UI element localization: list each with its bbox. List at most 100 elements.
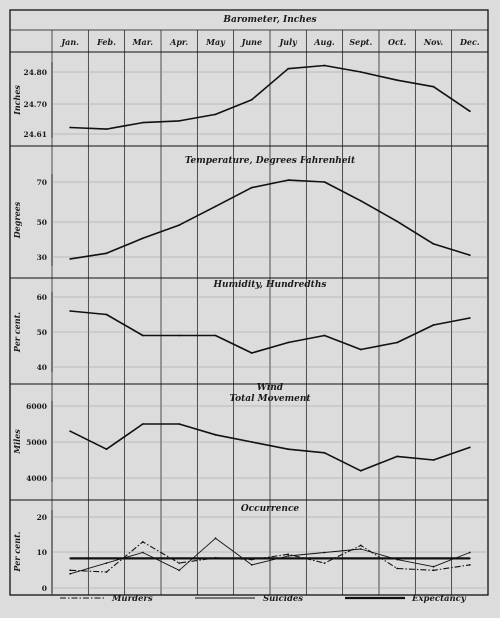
data-point bbox=[214, 113, 217, 116]
month-label-10: Oct. bbox=[388, 37, 407, 47]
y-axis-label-4: Miles bbox=[12, 429, 22, 455]
y-tick-label: 10 bbox=[37, 548, 47, 557]
y-tick-label: 4000 bbox=[26, 474, 47, 483]
data-point bbox=[359, 469, 362, 472]
y-axis-label-2: Degrees bbox=[12, 201, 22, 239]
data-point bbox=[105, 557, 108, 560]
data-point bbox=[250, 352, 253, 354]
data-point bbox=[468, 557, 471, 560]
data-point bbox=[178, 334, 181, 337]
data-point bbox=[396, 220, 399, 223]
data-point bbox=[105, 252, 108, 255]
data-point bbox=[178, 569, 181, 572]
data-point bbox=[214, 205, 217, 208]
data-point bbox=[287, 557, 290, 560]
data-point bbox=[250, 441, 253, 443]
legend-suicides-label: Suicides bbox=[263, 594, 303, 604]
data-point bbox=[250, 564, 253, 566]
data-point bbox=[69, 572, 72, 575]
data-point bbox=[432, 243, 435, 245]
data-point bbox=[214, 433, 217, 436]
data-point bbox=[432, 85, 435, 88]
data-point bbox=[141, 423, 144, 425]
y-tick-label: 6000 bbox=[26, 402, 47, 411]
data-point bbox=[105, 448, 108, 451]
y-tick-label: 50 bbox=[37, 218, 47, 227]
data-point bbox=[105, 571, 108, 573]
data-point bbox=[468, 254, 471, 256]
data-point bbox=[359, 348, 362, 351]
series-line-panel-3 bbox=[70, 310, 470, 354]
series-line-panel-1 bbox=[70, 64, 471, 130]
data-point bbox=[287, 448, 290, 451]
month-label-11: Nov. bbox=[423, 37, 443, 47]
y-axis-label-1: Inches bbox=[12, 85, 22, 116]
data-point bbox=[69, 557, 72, 560]
y-tick-label: 30 bbox=[37, 253, 47, 262]
panel-title-4: Wind bbox=[257, 383, 284, 393]
month-label-2: Feb. bbox=[96, 37, 116, 47]
data-point bbox=[69, 430, 72, 433]
series-line-murders bbox=[70, 541, 470, 573]
data-point bbox=[323, 562, 326, 564]
y-axis-label-3: Per cent. bbox=[12, 312, 22, 353]
y-tick-label: 50 bbox=[37, 328, 47, 337]
month-label-5: May bbox=[205, 37, 226, 47]
y-tick-label: 24.61 bbox=[24, 130, 48, 139]
data-point bbox=[396, 341, 399, 344]
data-point bbox=[359, 557, 362, 560]
data-point bbox=[432, 557, 435, 560]
series-line-panel-2 bbox=[70, 179, 471, 260]
data-point bbox=[287, 179, 290, 182]
data-point bbox=[287, 555, 290, 557]
data-point bbox=[178, 423, 181, 425]
data-point bbox=[69, 258, 72, 260]
panel-title-2: Temperature, Degrees Fahrenheit bbox=[185, 156, 356, 166]
data-point bbox=[178, 557, 181, 560]
data-point bbox=[141, 237, 144, 240]
month-label-4: Apr. bbox=[169, 37, 188, 47]
data-point bbox=[323, 181, 326, 183]
data-point bbox=[214, 557, 217, 560]
data-point bbox=[178, 224, 181, 227]
data-point bbox=[250, 557, 253, 560]
data-point bbox=[105, 562, 108, 564]
data-point bbox=[359, 548, 362, 550]
panel-title-5: Occurrence bbox=[241, 504, 300, 514]
data-point bbox=[432, 569, 435, 572]
data-point bbox=[69, 126, 72, 129]
data-point bbox=[69, 569, 72, 572]
data-point bbox=[141, 121, 144, 124]
y-tick-label: 60 bbox=[37, 293, 47, 302]
data-point bbox=[178, 120, 181, 122]
legend-expectancy-label: Expectancy bbox=[411, 594, 467, 604]
month-label-9: Sept. bbox=[349, 37, 372, 47]
data-point bbox=[287, 341, 290, 344]
data-point bbox=[468, 110, 471, 113]
data-point bbox=[468, 446, 471, 449]
month-label-12: Dec. bbox=[459, 37, 480, 47]
month-label-7: July bbox=[278, 37, 299, 47]
data-point bbox=[359, 199, 362, 202]
data-point bbox=[359, 71, 362, 73]
panel-subtitle-4: Total Movement bbox=[229, 394, 311, 404]
y-tick-label: 70 bbox=[37, 178, 47, 187]
data-point bbox=[250, 186, 253, 189]
data-point bbox=[178, 562, 181, 564]
y-tick-label: 20 bbox=[37, 513, 47, 522]
panel-title-1: Barometer, Inches bbox=[222, 15, 316, 25]
series-line-suicides bbox=[70, 537, 470, 575]
data-point bbox=[287, 67, 290, 70]
data-point bbox=[396, 567, 399, 570]
data-point bbox=[323, 451, 326, 454]
data-point bbox=[141, 551, 144, 554]
data-point bbox=[432, 324, 435, 326]
data-point bbox=[141, 557, 144, 560]
data-point bbox=[468, 564, 471, 566]
y-tick-label: 40 bbox=[37, 363, 47, 372]
data-point bbox=[141, 541, 144, 543]
data-point bbox=[396, 557, 399, 560]
data-point bbox=[323, 551, 326, 554]
